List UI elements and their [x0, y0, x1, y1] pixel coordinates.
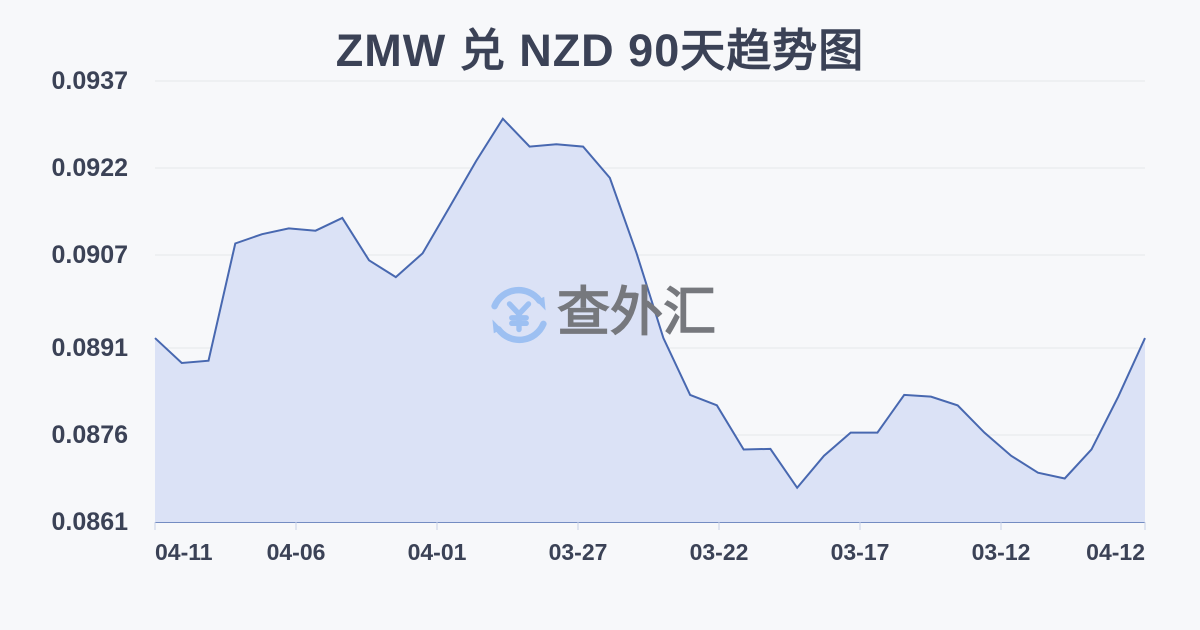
svg-text:查外汇: 查外汇 [557, 283, 716, 342]
